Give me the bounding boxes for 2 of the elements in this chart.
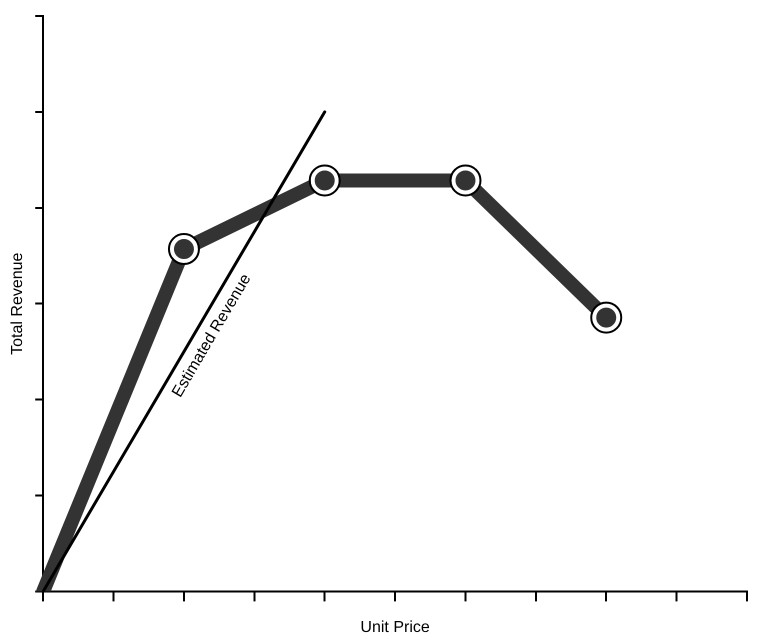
x-axis-title: Unit Price [360,618,430,636]
y-axis-title: Total Revenue [9,252,26,355]
